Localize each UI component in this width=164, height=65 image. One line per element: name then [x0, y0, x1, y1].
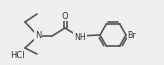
Text: O: O	[62, 12, 68, 20]
Text: HCl: HCl	[10, 51, 24, 59]
Text: Br: Br	[128, 30, 136, 40]
Text: N: N	[35, 32, 41, 40]
Text: NH: NH	[74, 32, 86, 41]
